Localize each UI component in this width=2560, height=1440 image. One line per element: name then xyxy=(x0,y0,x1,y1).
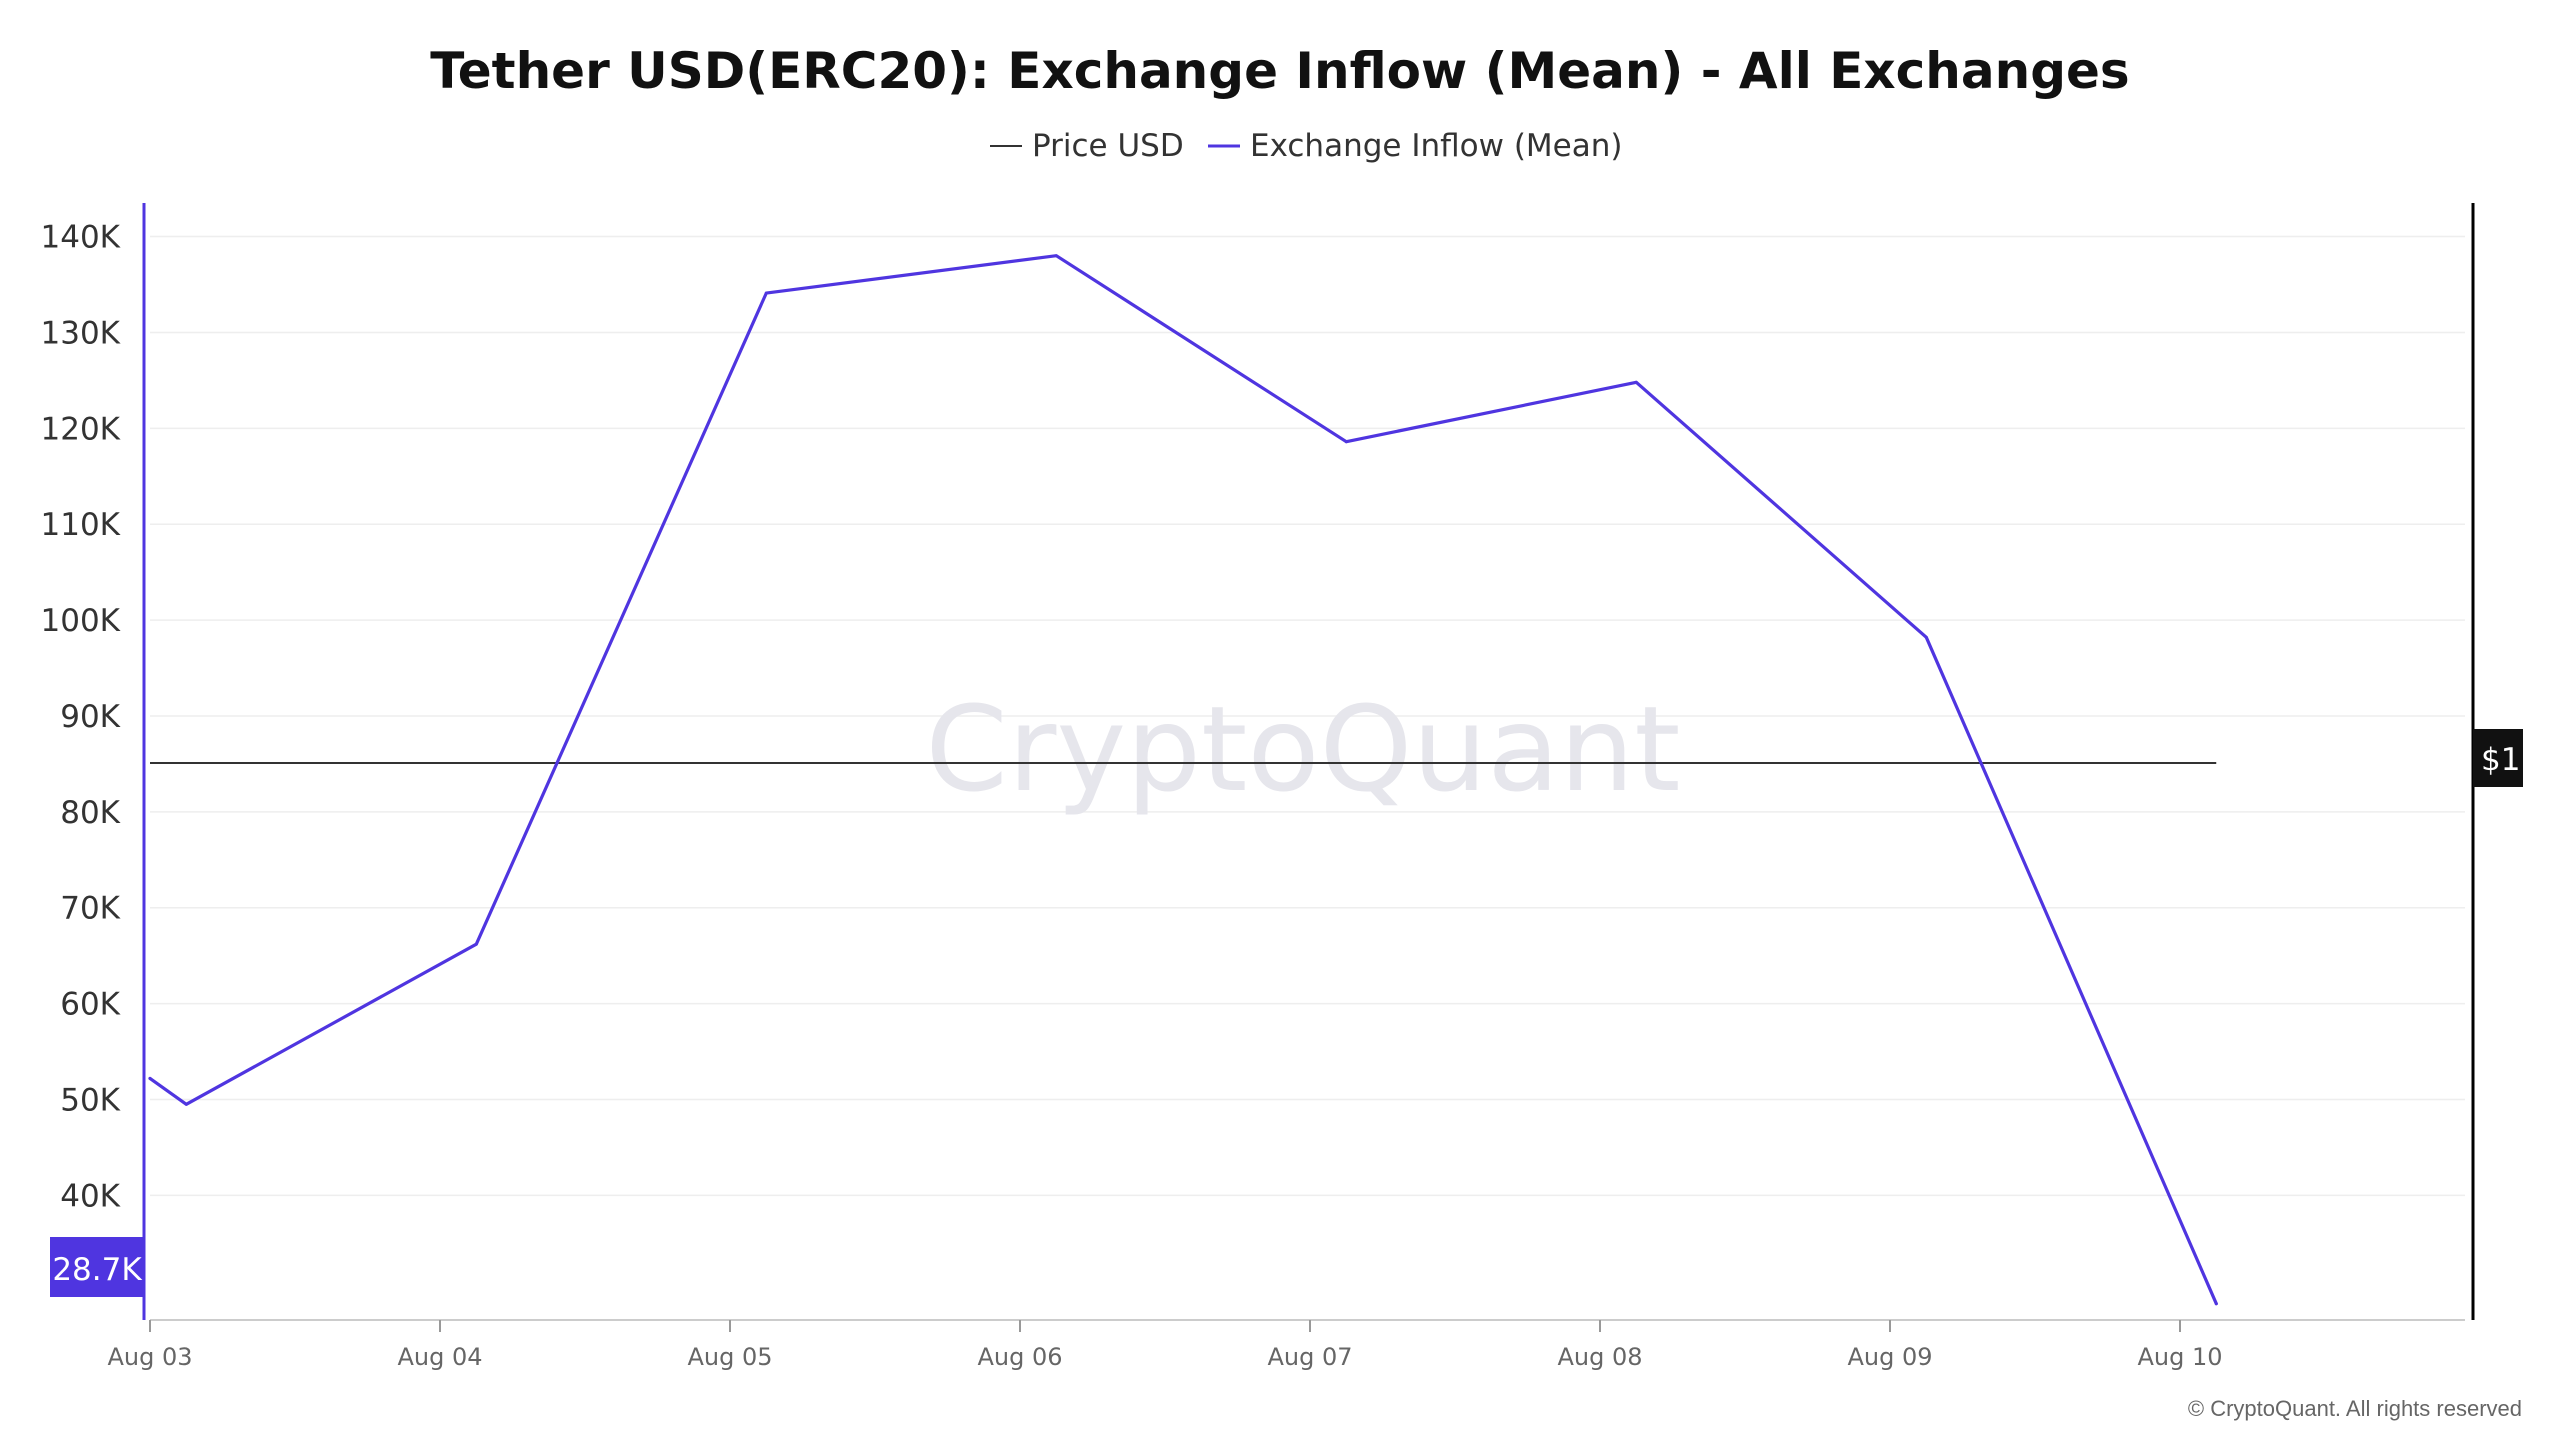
x-axis: Aug 03 Aug 04 Aug 05 Aug 06 Aug 07 Aug 08 Aug … xyxy=(107,1319,2465,1371)
data-point[interactable] xyxy=(764,291,768,295)
chart-title: Tether USD(ERC20): Exchange Inflow (Mean… xyxy=(430,42,2129,100)
y-tick-label: 140K xyxy=(41,220,121,256)
y-tick-label: 130K xyxy=(41,315,121,351)
copyright: © CryptoQuant. All rights reserved xyxy=(2188,1396,2522,1421)
data-point[interactable] xyxy=(184,1102,188,1106)
data-point[interactable] xyxy=(1054,254,1058,258)
x-tick-label: Aug 10 xyxy=(2137,1343,2222,1371)
x-tick-label: Aug 08 xyxy=(1557,1343,1642,1371)
right-axis-tag-label: $1 xyxy=(2481,742,2520,778)
x-tick-label: Aug 06 xyxy=(977,1343,1062,1371)
data-point[interactable] xyxy=(2214,1302,2218,1306)
series-layer xyxy=(148,254,2218,1306)
x-tick-label: Aug 09 xyxy=(1847,1343,1932,1371)
y-tick-label: 80K xyxy=(60,795,120,831)
right-axis-tag-box xyxy=(2473,729,2523,787)
y-tick-label: 110K xyxy=(41,507,121,543)
data-point[interactable] xyxy=(1634,380,1638,384)
left-axis-tag: 28.7K xyxy=(50,1237,144,1297)
left-axis-tag-box xyxy=(50,1237,144,1297)
legend: Price USD Exchange Inflow (Mean) xyxy=(990,128,1622,164)
data-point[interactable] xyxy=(474,942,478,946)
y-tick-label: 90K xyxy=(60,699,120,735)
x-tick-label: Aug 04 xyxy=(397,1343,482,1371)
x-tick-label: Aug 07 xyxy=(1267,1343,1352,1371)
legend-label-price: Price USD xyxy=(1032,128,1184,164)
y-axis-labels: 140K 130K 120K 110K 100K 90K 80K 70K 60K 50K 40K xyxy=(41,220,121,1215)
x-tick-label: Aug 05 xyxy=(687,1343,772,1371)
y-tick-label: 120K xyxy=(41,411,121,447)
y-tick-label: 40K xyxy=(60,1178,120,1214)
y-tick-label: 60K xyxy=(60,987,120,1023)
legend-item-price[interactable]: Price USD xyxy=(990,128,1184,164)
watermark: CryptoQuant xyxy=(925,680,1680,818)
legend-label-inflow: Exchange Inflow (Mean) xyxy=(1250,128,1622,164)
left-axis-tag-label: 28.7K xyxy=(52,1252,142,1288)
data-point[interactable] xyxy=(148,1076,152,1080)
legend-item-inflow[interactable]: Exchange Inflow (Mean) xyxy=(1208,128,1622,164)
data-point[interactable] xyxy=(1924,635,1928,639)
right-axis-tag: $1 xyxy=(2473,729,2523,787)
x-tick-label: Aug 03 xyxy=(107,1343,192,1371)
data-point[interactable] xyxy=(1344,440,1348,444)
y-tick-label: 100K xyxy=(41,603,121,639)
y-tick-label: 50K xyxy=(60,1082,120,1118)
grid xyxy=(150,235,2465,1197)
y-tick-label: 70K xyxy=(60,891,120,927)
